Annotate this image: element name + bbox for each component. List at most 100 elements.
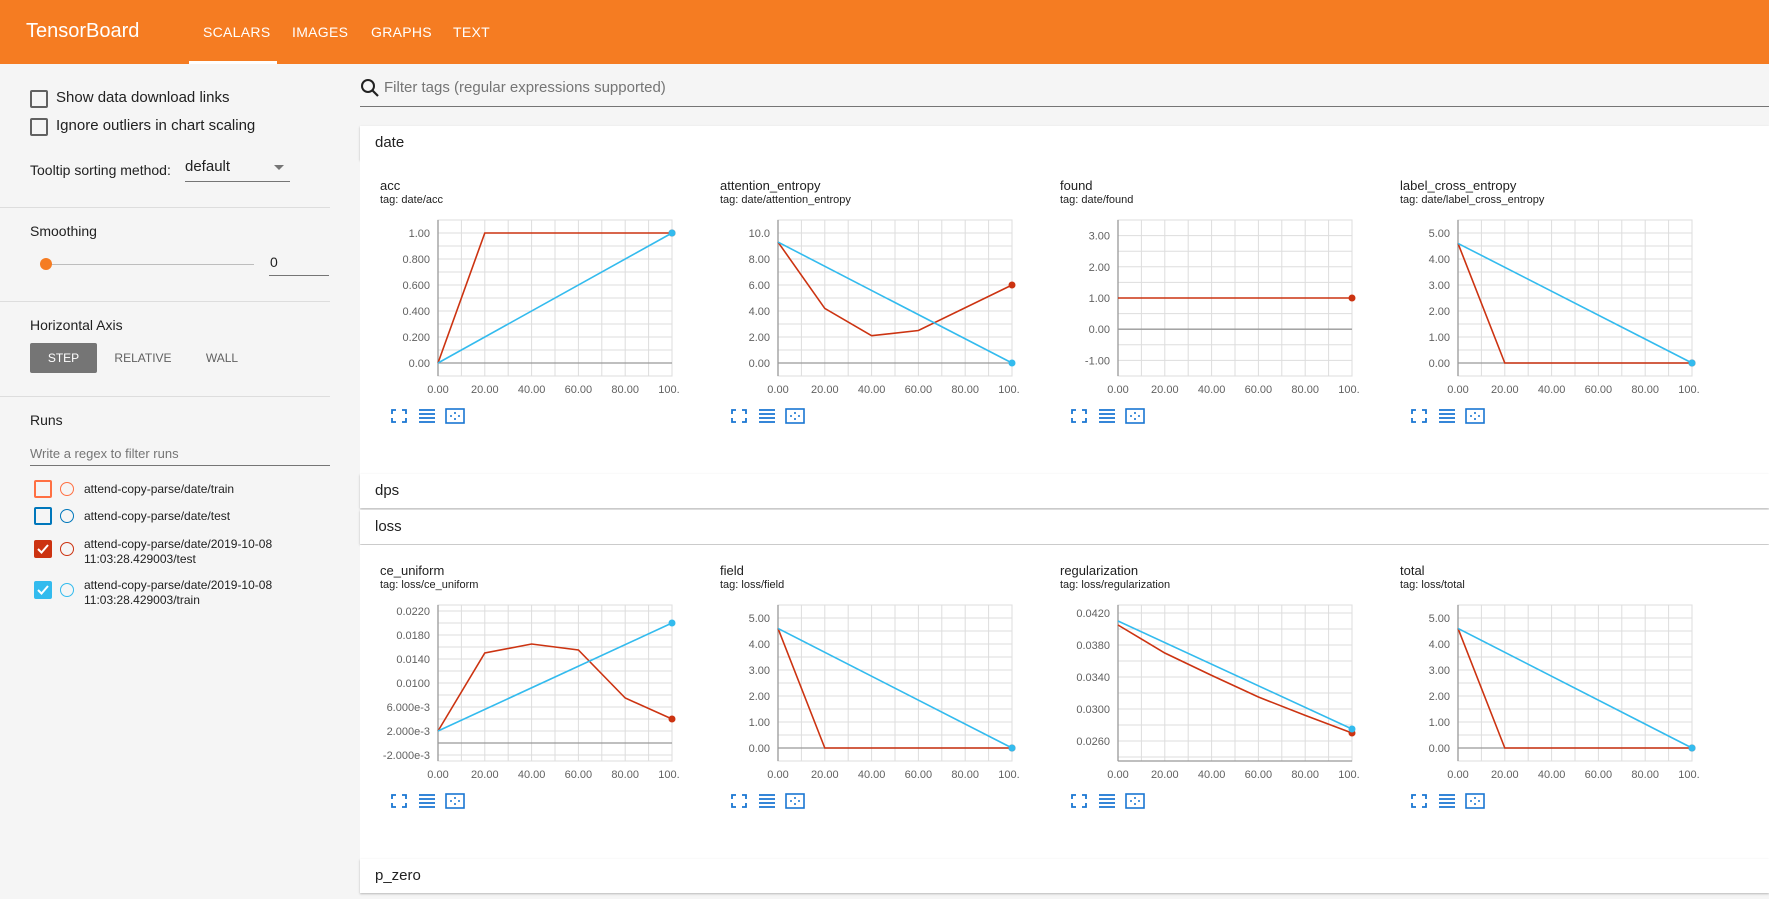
log-scale-icon[interactable] bbox=[1436, 791, 1458, 811]
y-tick-label: 0.800 bbox=[402, 254, 430, 266]
chart-actions bbox=[388, 791, 488, 811]
panel-loss: ce_uniform tag: loss/ce_uniform -2.000e-3 2… bbox=[360, 545, 1769, 859]
fullscreen-icon[interactable] bbox=[388, 406, 410, 426]
y-tick-label: 3.00 bbox=[1429, 280, 1450, 292]
tab-text[interactable]: TEXT bbox=[453, 24, 490, 40]
fit-domain-icon[interactable] bbox=[784, 406, 806, 426]
x-tick-label: 60.00 bbox=[1585, 384, 1613, 396]
category-title: date bbox=[375, 134, 405, 151]
tooltip-sorting-label: Tooltip sorting method: bbox=[30, 162, 171, 178]
series-endpoint-test bbox=[668, 715, 676, 723]
chart-title: acc bbox=[380, 178, 401, 193]
run-checkbox-2019-test[interactable] bbox=[34, 540, 52, 558]
x-tick-label: 100.0 bbox=[998, 384, 1020, 396]
run-color-circle bbox=[60, 509, 74, 523]
axis-step-button[interactable]: STEP bbox=[30, 343, 97, 373]
log-scale-icon[interactable] bbox=[416, 791, 438, 811]
fit-domain-icon[interactable] bbox=[1124, 406, 1146, 426]
x-tick-label: 60.00 bbox=[1245, 384, 1273, 396]
series-line-train bbox=[1117, 620, 1353, 730]
fullscreen-icon[interactable] bbox=[728, 406, 750, 426]
x-tick-label: 0.00 bbox=[427, 769, 448, 781]
y-tick-label: 0.0380 bbox=[1076, 640, 1110, 652]
fit-domain-icon[interactable] bbox=[1464, 791, 1486, 811]
x-tick-label: 80.00 bbox=[1631, 384, 1659, 396]
category-date[interactable]: date bbox=[360, 126, 1769, 160]
axis-relative-button[interactable]: RELATIVE bbox=[114, 351, 172, 365]
tab-graphs[interactable]: GRAPHS bbox=[371, 24, 432, 40]
category-p-zero[interactable]: p_zero bbox=[360, 859, 1769, 893]
fullscreen-icon[interactable] bbox=[388, 791, 410, 811]
y-tick-label: 3.00 bbox=[1089, 231, 1110, 243]
log-scale-icon[interactable] bbox=[416, 406, 438, 426]
run-label: attend-copy-parse/date/train bbox=[84, 482, 235, 496]
fullscreen-icon[interactable] bbox=[1068, 406, 1090, 426]
ignore-outliers-checkbox[interactable] bbox=[30, 118, 48, 136]
y-tick-label: 0.200 bbox=[402, 332, 430, 344]
fit-domain-icon[interactable] bbox=[1464, 406, 1486, 426]
show-download-label: Show data download links bbox=[56, 89, 230, 106]
chevron-down-icon bbox=[274, 165, 284, 170]
log-scale-icon[interactable] bbox=[1436, 406, 1458, 426]
tooltip-sorting-value: default bbox=[185, 158, 231, 175]
x-tick-label: 60.00 bbox=[1585, 769, 1613, 781]
x-tick-label: 80.00 bbox=[611, 384, 639, 396]
y-tick-label: 0.600 bbox=[402, 280, 430, 292]
run-checkbox-2019-train[interactable] bbox=[34, 581, 52, 599]
x-tick-label: 80.00 bbox=[951, 769, 979, 781]
fullscreen-icon[interactable] bbox=[1068, 791, 1090, 811]
y-tick-label: 3.00 bbox=[749, 665, 770, 677]
y-tick-label: 0.0180 bbox=[396, 630, 430, 642]
fullscreen-icon[interactable] bbox=[1408, 406, 1430, 426]
chart-actions bbox=[728, 791, 828, 811]
y-tick-label: 6.000e-3 bbox=[387, 702, 430, 714]
log-scale-icon[interactable] bbox=[1096, 791, 1118, 811]
tab-images[interactable]: IMAGES bbox=[292, 24, 349, 40]
line-chart: -1.00 0.00 1.00 2.00 3.00 0.00 20.00 40.00 60.00… bbox=[1085, 219, 1360, 396]
fullscreen-icon[interactable] bbox=[728, 791, 750, 811]
run-checkbox-date-test[interactable] bbox=[34, 507, 52, 525]
series-endpoint-train bbox=[1348, 725, 1356, 733]
fit-domain-icon[interactable] bbox=[444, 791, 466, 811]
line-chart: 0.00 1.00 2.00 3.00 4.00 5.00 0.00 20.00 40.00 60… bbox=[1429, 604, 1700, 781]
y-tick-label: 0.400 bbox=[402, 306, 430, 318]
tag-filter-input[interactable]: Filter tags (regular expressions support… bbox=[360, 69, 1769, 107]
axis-wall-button[interactable]: WALL bbox=[205, 351, 239, 365]
chart-title: attention_entropy bbox=[720, 178, 821, 193]
fullscreen-icon[interactable] bbox=[1408, 791, 1430, 811]
log-scale-icon[interactable] bbox=[1096, 406, 1118, 426]
run-label: attend-copy-parse/date/test bbox=[84, 509, 231, 523]
chart-tag: tag: loss/field bbox=[720, 579, 785, 591]
series-line-train bbox=[777, 627, 1013, 749]
show-download-checkbox[interactable] bbox=[30, 90, 48, 108]
chart-tag: tag: date/acc bbox=[380, 194, 443, 206]
x-tick-label: 0.00 bbox=[767, 384, 788, 396]
smoothing-slider-track[interactable] bbox=[46, 264, 254, 265]
x-tick-label: 20.00 bbox=[471, 769, 499, 781]
category-loss[interactable]: loss bbox=[360, 510, 1769, 544]
category-title: dps bbox=[375, 482, 400, 499]
fit-domain-icon[interactable] bbox=[1124, 791, 1146, 811]
tooltip-sorting-select[interactable]: default bbox=[185, 154, 290, 182]
smoothing-slider-thumb[interactable] bbox=[40, 258, 52, 270]
category-dps[interactable]: dps bbox=[360, 474, 1769, 508]
fit-domain-icon[interactable] bbox=[444, 406, 466, 426]
x-tick-label: 20.00 bbox=[811, 384, 839, 396]
series-line-train bbox=[437, 622, 673, 732]
smoothing-input[interactable]: 0 bbox=[269, 250, 329, 276]
runs-filter-input[interactable]: Write a regex to filter runs bbox=[30, 440, 330, 466]
x-tick-label: 80.00 bbox=[1631, 769, 1659, 781]
run-color-circle bbox=[60, 542, 74, 556]
x-tick-label: 20.00 bbox=[1491, 384, 1519, 396]
y-tick-label: 0.00 bbox=[749, 358, 770, 370]
tab-scalars[interactable]: SCALARS bbox=[203, 24, 271, 40]
log-scale-icon[interactable] bbox=[756, 406, 778, 426]
run-checkbox-date-train[interactable] bbox=[34, 480, 52, 498]
x-tick-label: 40.00 bbox=[1538, 384, 1566, 396]
y-tick-label: 0.00 bbox=[1429, 743, 1450, 755]
check-icon bbox=[37, 585, 49, 595]
fit-domain-icon[interactable] bbox=[784, 791, 806, 811]
log-scale-icon[interactable] bbox=[756, 791, 778, 811]
y-tick-label: 0.0220 bbox=[396, 606, 430, 618]
x-tick-label: 100.0 bbox=[658, 769, 680, 781]
